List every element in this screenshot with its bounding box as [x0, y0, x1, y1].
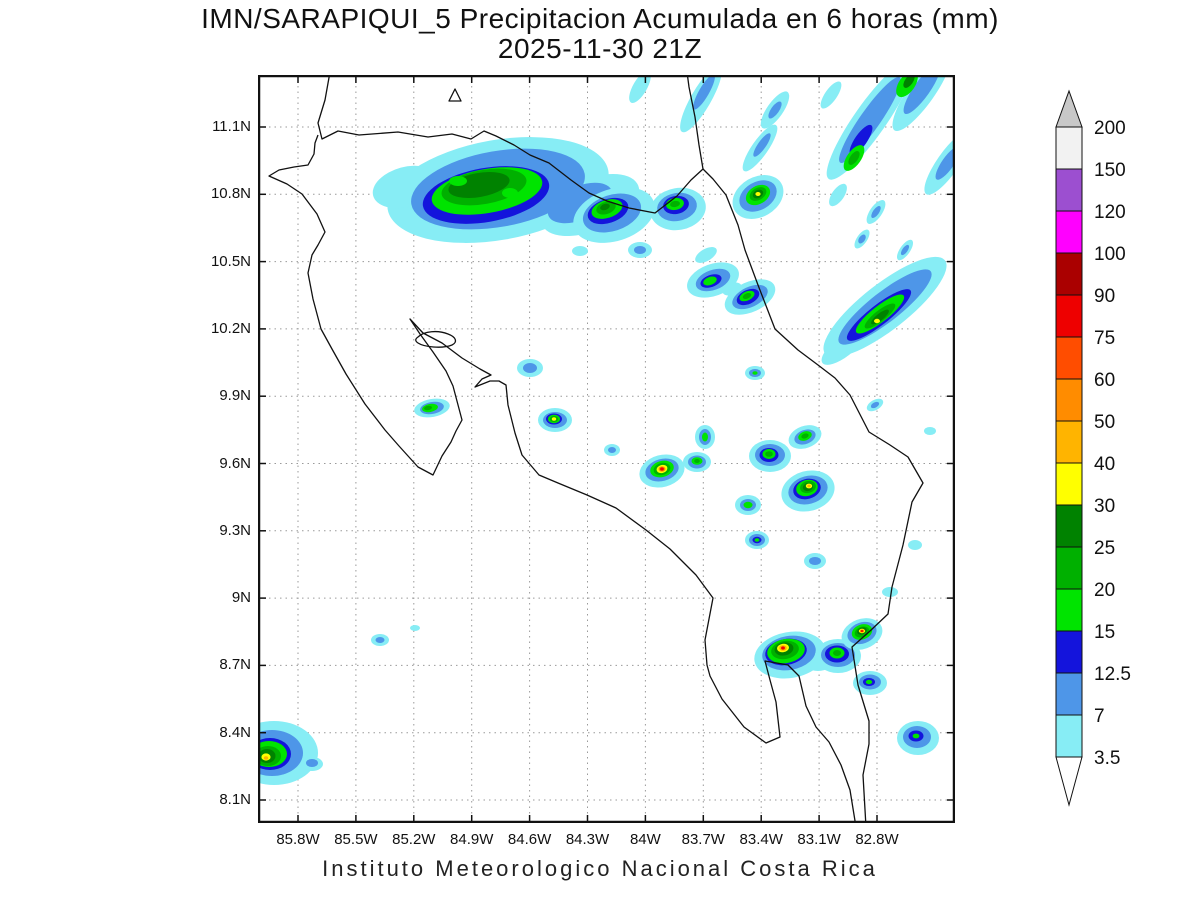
colorbar-segment	[1055, 294, 1083, 338]
map-plot-area	[258, 75, 955, 823]
colorbar-legend: 200 150 120 100 90 75 60 50 40 30 25 20 15 12.5 7 3.5	[1048, 87, 1158, 827]
colorbar-segment	[1055, 126, 1083, 170]
plot-frame	[258, 75, 955, 823]
colorbar-level-label: 75	[1094, 328, 1115, 349]
colorbar-segment	[1055, 630, 1083, 674]
colorbar-level-label: 120	[1094, 202, 1126, 223]
lake-arenal-outline	[415, 330, 457, 348]
y-axis-tick-label: 10.8N	[210, 185, 251, 203]
colorbar-level-label: 150	[1094, 160, 1126, 181]
colorbar-level-label: 3.5	[1094, 748, 1120, 769]
precipitation-map	[258, 75, 955, 823]
y-axis-tick-label: 8.1N	[219, 791, 251, 808]
coastline-layer	[268, 75, 924, 823]
colorbar-level-label: 12.5	[1094, 664, 1131, 685]
y-axis-tick-label: 11.1N	[212, 118, 251, 135]
colorbar-overflow-arrow	[1055, 89, 1083, 128]
colorbar-segment	[1055, 504, 1083, 548]
x-axis-tick-label: 84.9W	[450, 831, 494, 848]
colorbar-segment	[1055, 462, 1083, 506]
y-axis-tick-label: 10.5N	[210, 252, 251, 270]
x-axis-tick-label: 84.6W	[507, 831, 552, 848]
colorbar-segment	[1055, 672, 1083, 716]
y-axis-tick-label: 8.4N	[219, 723, 251, 741]
y-axis-tick-label: 9N	[231, 589, 251, 607]
caribbean-panama-coastline	[702, 168, 924, 823]
colorbar-level-label: 15	[1094, 622, 1115, 643]
chart-valid-time: 2025-11-30 21Z	[497, 33, 703, 64]
colorbar-segment	[1055, 714, 1083, 758]
x-axis-tick-label: 83.7W	[681, 831, 725, 848]
x-axis-tick-label: 85.8W	[276, 831, 320, 848]
precipitation-shading-layer	[258, 75, 955, 785]
colorbar-underflow-arrow	[1055, 756, 1083, 807]
colorbar-segment	[1055, 588, 1083, 632]
colorbar-segment	[1055, 546, 1083, 590]
colorbar-segment	[1055, 378, 1083, 422]
x-axis-tick-label: 84.3W	[565, 831, 610, 848]
x-axis-tick-label: 82.8W	[855, 831, 899, 848]
y-axis-tick-label: 8.7N	[219, 656, 251, 674]
colorbar-segment	[1055, 336, 1083, 380]
colorbar-level-label: 20	[1094, 580, 1115, 601]
y-axis-tick-label: 9.6N	[219, 454, 251, 472]
colorbar-level-label: 50	[1094, 412, 1115, 433]
chart-title: IMN/SARAPIQUI_5 Precipitacion Acumulada …	[201, 3, 999, 34]
x-axis-tick-label: 83.1W	[797, 831, 841, 848]
x-axis-tick-label: 85.2W	[392, 831, 436, 848]
colorbar-level-label: 7	[1094, 706, 1105, 727]
small-triangle-marker	[448, 88, 462, 102]
source-attribution: Instituto Meteorologico Nacional Costa R…	[322, 856, 878, 881]
colorbar-level-label: 100	[1094, 244, 1126, 265]
x-axis-tick-label: 85.5W	[334, 831, 378, 848]
x-axis-tick-label: 83.4W	[739, 831, 783, 848]
x-axis-tick-label: 84W	[629, 831, 661, 848]
colorbar-segment	[1055, 210, 1083, 254]
pacific-coastline	[268, 134, 857, 823]
colorbar-level-label: 40	[1094, 454, 1115, 475]
colorbar-segment	[1055, 168, 1083, 212]
y-axis-tick-label: 10.2N	[210, 319, 251, 337]
colorbar-level-label: 30	[1094, 496, 1115, 517]
colorbar-level-label: 90	[1094, 286, 1115, 307]
colorbar-svg: 200 150 120 100 90 75 60 50 40 30 25 20 15 12.5 7 3.5	[1055, 89, 1131, 807]
y-axis-tick-label: 9.3N	[219, 521, 251, 539]
colorbar-level-label: 60	[1094, 370, 1115, 391]
y-axis-tick-label: 9.9N	[219, 387, 251, 405]
colorbar-level-label: 200	[1094, 118, 1126, 139]
colorbar-segment	[1055, 252, 1083, 296]
nicaragua-border-line	[317, 75, 704, 214]
colorbar-segment	[1055, 420, 1083, 464]
colorbar-level-label: 25	[1094, 538, 1115, 559]
